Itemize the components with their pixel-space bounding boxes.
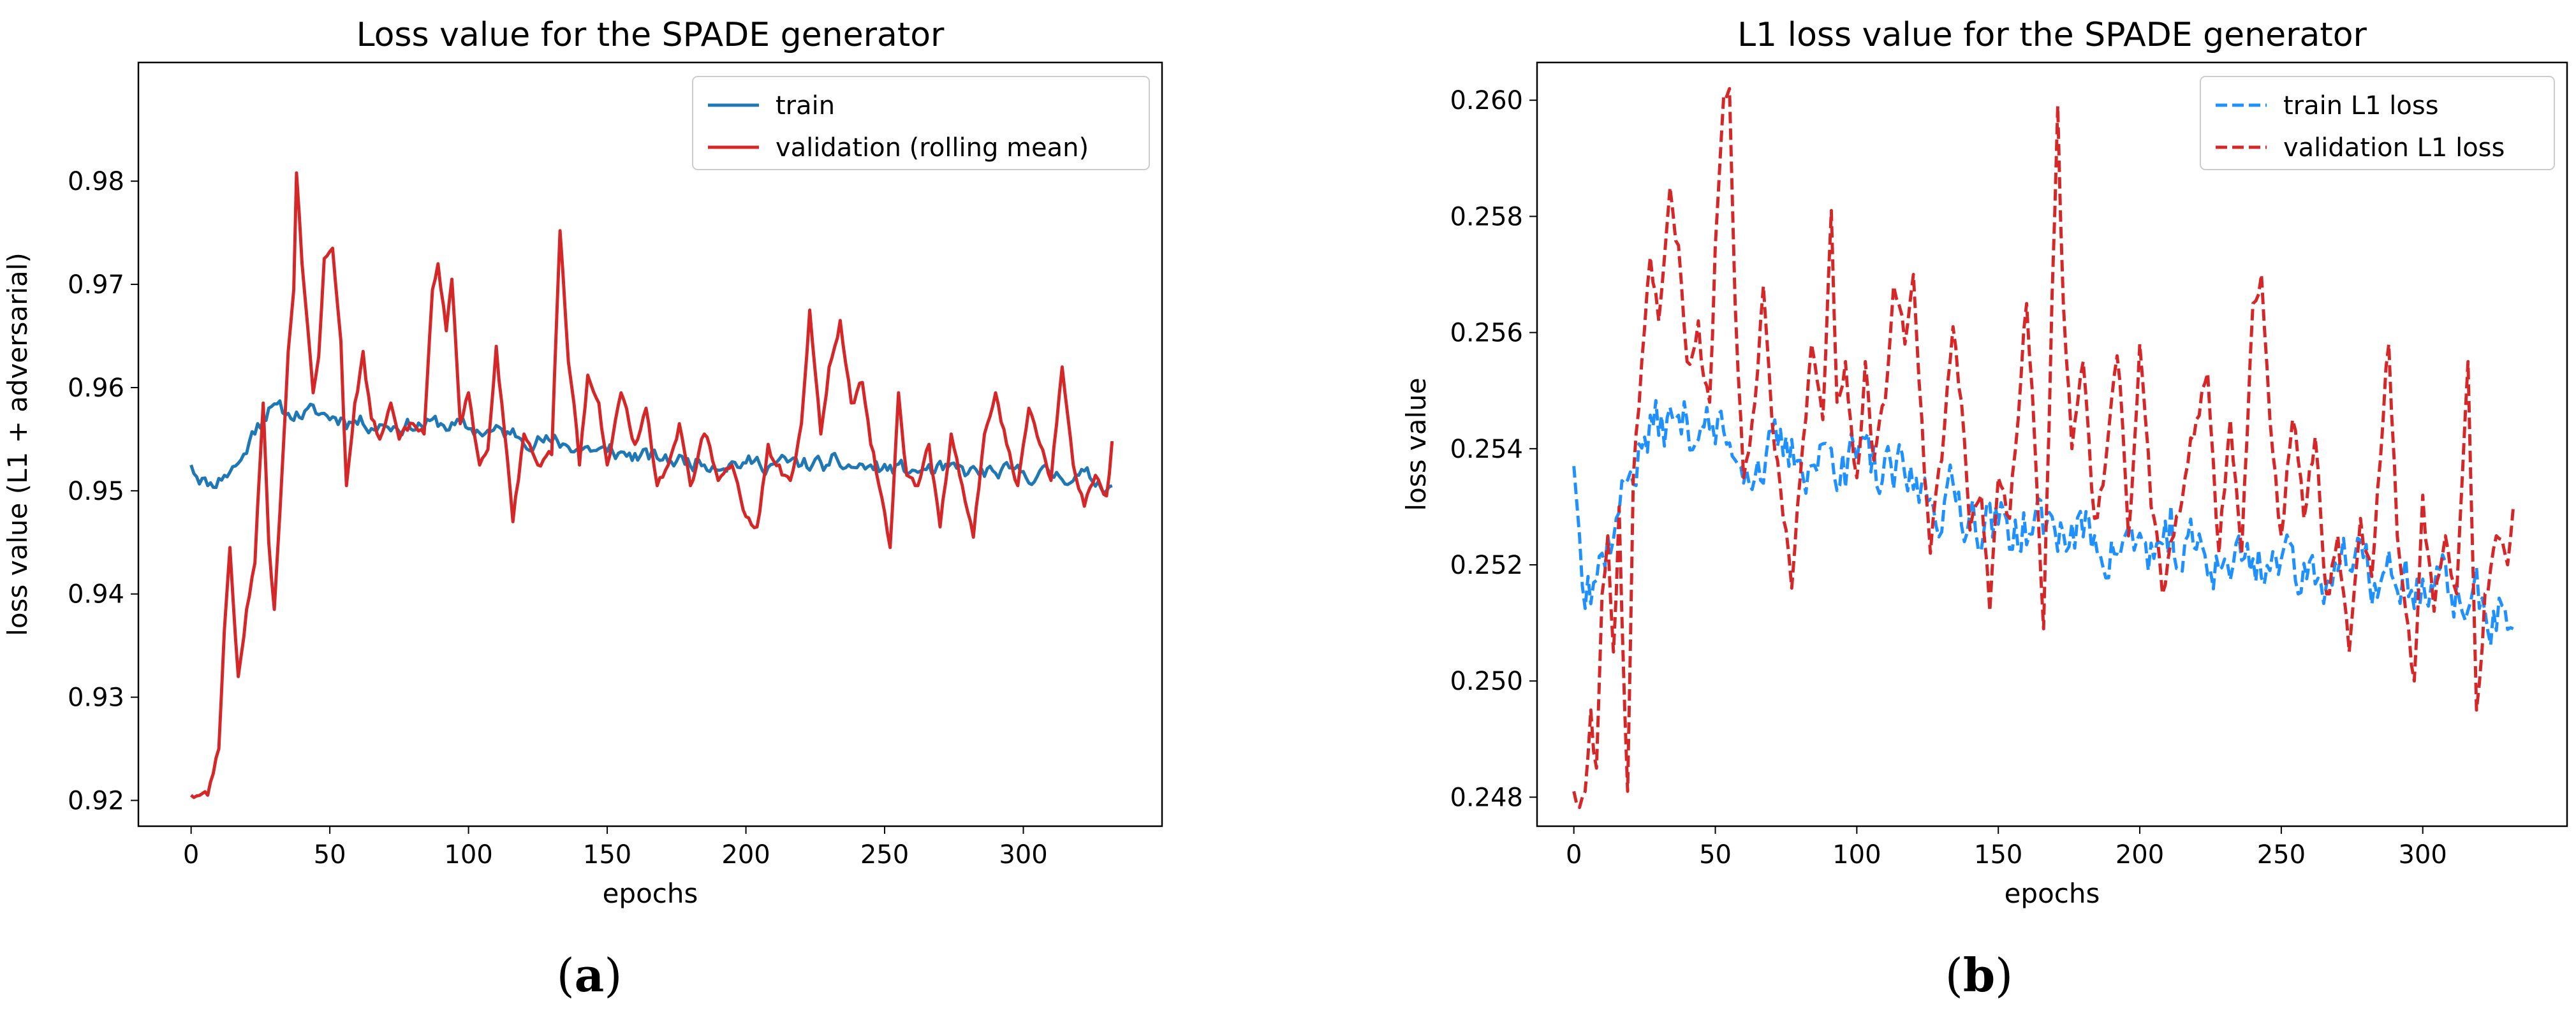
legend: train validation (rolling mean) [692, 76, 1150, 170]
y-axis-label: loss value (L1 + adversarial) [2, 252, 33, 636]
y-tick-label: 0.248 [1450, 783, 1523, 812]
y-tick-label: 0.252 [1450, 551, 1523, 580]
y-tick-label: 0.98 [68, 167, 124, 196]
x-axis-label: epochs [603, 878, 698, 909]
y-tick-label: 0.258 [1450, 202, 1523, 231]
plot-frame [137, 61, 1163, 827]
y-tick-label: 0.97 [68, 270, 124, 300]
chart-a: Loss value for the SPADE generator 0 50 100… [2, 16, 1163, 1002]
y-tick-label: 0.92 [68, 787, 124, 816]
x-tick-label: 50 [1699, 840, 1732, 870]
chart-title: Loss value for the SPADE generator [357, 16, 945, 54]
legend-label-1: train [776, 91, 835, 120]
x-tick-label: 150 [1974, 840, 2022, 870]
series-line-2 [1572, 87, 2515, 810]
x-tick-label: 300 [999, 840, 1047, 870]
y-tick-label: 0.260 [1450, 86, 1523, 115]
chart-b: L1 loss value for the SPADE generator 0 50… [1401, 16, 2568, 1002]
x-tick-label: 250 [2257, 840, 2306, 870]
y-tick-label: 0.96 [68, 374, 124, 403]
series-line-2 [190, 171, 1114, 799]
y-tick-label: 0.93 [68, 683, 124, 713]
x-tick-label: 0 [183, 840, 199, 870]
y-axis-label: loss value [1401, 377, 1432, 511]
chart-title: L1 loss value for the SPADE generator [1737, 16, 2367, 54]
legend-label-1: train L1 loss [2283, 91, 2439, 120]
y-tick-label: 0.250 [1450, 667, 1523, 696]
x-tick-label: 150 [583, 840, 631, 870]
series-line-1 [1572, 399, 2514, 647]
x-tick-label: 200 [2116, 840, 2164, 870]
legend-box [2200, 76, 2555, 170]
x-tick-label: 250 [860, 840, 909, 870]
y-tick-label: 0.256 [1450, 319, 1523, 348]
x-tick-label: 300 [2399, 840, 2447, 870]
x-tick-label: 50 [314, 840, 346, 870]
legend-box [692, 76, 1150, 170]
legend-label-2: validation L1 loss [2283, 133, 2505, 163]
x-tick-label: 0 [1566, 840, 1582, 870]
x-axis-label: epochs [2005, 878, 2100, 909]
subfigure-caption: (a) [557, 948, 622, 1002]
y-tick-label: 0.94 [68, 580, 124, 609]
legend-label-2: validation (rolling mean) [776, 133, 1089, 163]
plot-frame [1536, 61, 2568, 827]
subfigure-caption: (b) [1945, 948, 2013, 1002]
y-tick-label: 0.95 [68, 477, 124, 506]
x-tick-label: 200 [721, 840, 770, 870]
y-tick-label: 0.254 [1450, 435, 1523, 464]
x-tick-label: 100 [1832, 840, 1881, 870]
legend: train L1 loss validation L1 loss [2200, 76, 2555, 170]
x-tick-label: 100 [444, 840, 492, 870]
